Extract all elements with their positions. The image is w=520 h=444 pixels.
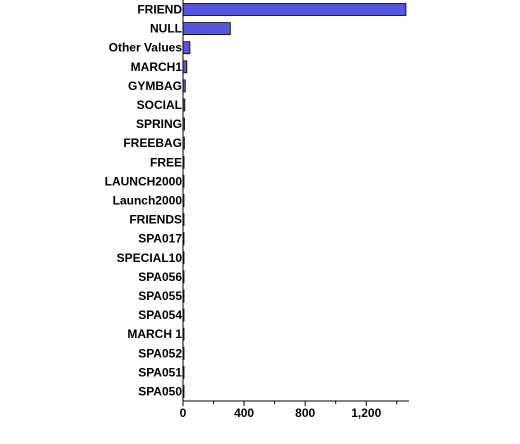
category-label-friends: FRIENDS: [129, 213, 182, 227]
x-tick-label: 800: [295, 406, 315, 420]
category-label-friend: FRIEND: [137, 3, 182, 17]
category-label-freebag: FREEBAG: [123, 136, 182, 150]
category-label-spa054: SPA054: [138, 308, 182, 322]
x-tick-label: 1,200: [351, 406, 381, 420]
category-label-march-1: MARCH 1: [127, 327, 182, 341]
category-label-gymbag: GYMBAG: [128, 79, 182, 93]
category-labels-group: FRIEND NULL Other Values MARCH1 GYMBAG SOCIAL…: [105, 3, 183, 399]
x-tick-label: 400: [234, 406, 254, 420]
category-label-other-values: Other Values: [109, 41, 183, 55]
category-label-launch2000: LAUNCH2000: [105, 174, 183, 188]
category-label-spa055: SPA055: [138, 289, 182, 303]
category-label-spring: SPRING: [136, 117, 182, 131]
category-label-launch2000: Launch2000: [113, 194, 183, 208]
category-label-social: SOCIAL: [137, 98, 182, 112]
x-ticks-group: 0 400 800 1,200: [180, 401, 398, 420]
category-label-spa050: SPA050: [138, 385, 182, 399]
bar-march1: [182, 60, 188, 74]
category-label-spa052: SPA052: [138, 346, 182, 360]
category-label-free: FREE: [150, 155, 182, 169]
category-label-spa017: SPA017: [138, 232, 182, 246]
bars-group: [182, 3, 407, 398]
bar-null: [182, 22, 231, 36]
bar-friend: [182, 3, 407, 16]
category-label-spa056: SPA056: [138, 270, 182, 284]
x-tick-label: 0: [180, 406, 187, 420]
category-label-march1: MARCH1: [131, 60, 183, 74]
category-label-special10: SPECIAL10: [117, 251, 183, 265]
category-label-null: NULL: [150, 22, 182, 36]
bar-other-values: [182, 41, 191, 55]
category-label-spa051: SPA051: [138, 365, 182, 379]
